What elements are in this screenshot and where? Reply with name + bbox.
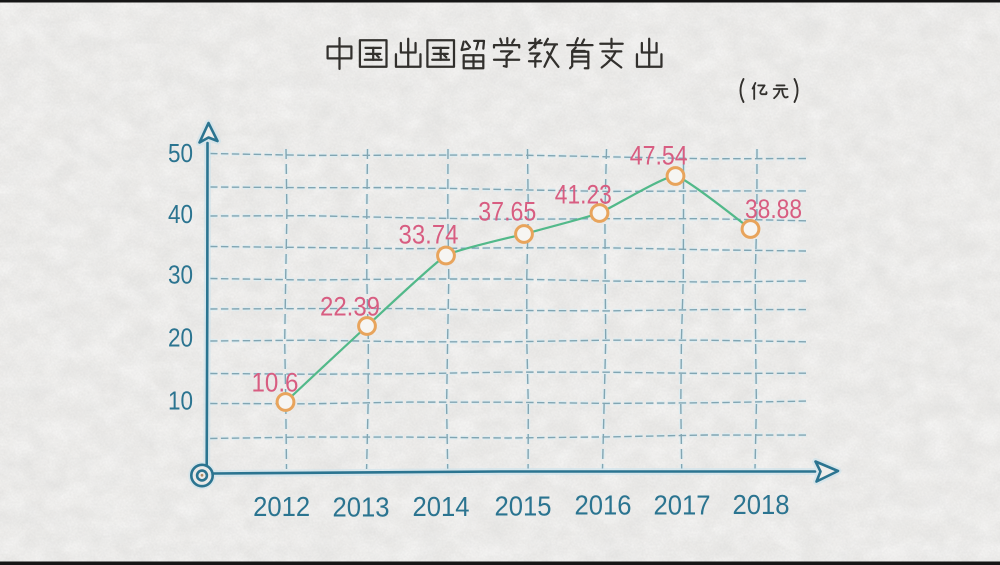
svg-text:2013: 2013 <box>333 492 390 523</box>
svg-text:41.23: 41.23 <box>555 180 612 210</box>
svg-text:40: 40 <box>168 199 193 229</box>
svg-text:10: 10 <box>168 386 193 416</box>
svg-text:2016: 2016 <box>575 490 632 521</box>
svg-text:37.65: 37.65 <box>478 197 536 227</box>
svg-text:2015: 2015 <box>495 491 552 522</box>
svg-text:33.74: 33.74 <box>399 220 459 250</box>
svg-text:50: 50 <box>168 138 193 168</box>
svg-text:20: 20 <box>168 323 193 353</box>
svg-text:38.88: 38.88 <box>745 194 802 224</box>
svg-text:2017: 2017 <box>654 490 711 521</box>
svg-text:2014: 2014 <box>413 491 470 522</box>
svg-text:2018: 2018 <box>733 489 790 520</box>
svg-text:30: 30 <box>168 260 193 290</box>
svg-text:22.39: 22.39 <box>320 292 380 322</box>
svg-text:47.54: 47.54 <box>630 141 688 171</box>
svg-text:2012: 2012 <box>253 491 310 522</box>
svg-text:10.6: 10.6 <box>252 368 299 398</box>
